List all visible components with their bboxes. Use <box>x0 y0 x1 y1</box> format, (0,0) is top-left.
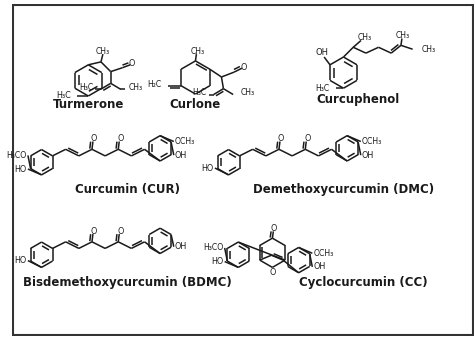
Text: O: O <box>117 227 123 236</box>
Text: OH: OH <box>313 262 326 271</box>
Text: CH₃: CH₃ <box>191 47 204 56</box>
Text: Curcuphenol: Curcuphenol <box>317 94 400 106</box>
Text: OCH₃: OCH₃ <box>313 249 334 258</box>
Text: Curcumin (CUR): Curcumin (CUR) <box>75 183 180 196</box>
Text: OH: OH <box>175 242 187 251</box>
Text: Turmerone: Turmerone <box>53 98 124 111</box>
Text: OH: OH <box>316 48 328 57</box>
Text: HO: HO <box>211 257 224 266</box>
Text: Demethoxycurcumin (DMC): Demethoxycurcumin (DMC) <box>253 183 434 196</box>
Text: O: O <box>117 134 123 143</box>
Text: CH₃: CH₃ <box>128 83 142 92</box>
Text: O: O <box>304 134 310 143</box>
Text: H₃CO: H₃CO <box>7 151 27 160</box>
Text: O: O <box>241 63 247 72</box>
Text: H₃C: H₃C <box>316 84 330 93</box>
Text: HO: HO <box>15 165 27 173</box>
Text: H₃C: H₃C <box>56 91 71 101</box>
Text: CH₃: CH₃ <box>241 88 255 97</box>
Text: OCH₃: OCH₃ <box>362 137 382 146</box>
Text: O: O <box>91 227 97 236</box>
Text: H₃C: H₃C <box>79 83 93 92</box>
Text: O: O <box>278 134 284 143</box>
Text: O: O <box>91 134 97 143</box>
Text: CH₃: CH₃ <box>396 31 410 40</box>
Text: H₃C: H₃C <box>192 88 206 97</box>
Text: O: O <box>129 59 135 68</box>
Text: O: O <box>270 224 276 233</box>
Text: OH: OH <box>362 151 374 160</box>
Text: Curlone: Curlone <box>170 98 221 111</box>
Text: H₂C: H₂C <box>147 80 162 89</box>
Text: Bisdemethoxycurcumin (BDMC): Bisdemethoxycurcumin (BDMC) <box>23 275 232 289</box>
Text: CH₃: CH₃ <box>96 47 110 56</box>
Text: HO: HO <box>15 256 27 265</box>
Text: H₃CO: H₃CO <box>203 243 224 252</box>
Text: OCH₃: OCH₃ <box>175 137 195 146</box>
Text: Cyclocurcumin (CC): Cyclocurcumin (CC) <box>299 275 427 289</box>
Text: CH₃: CH₃ <box>421 45 436 54</box>
Text: HO: HO <box>202 164 214 173</box>
Text: OH: OH <box>175 151 187 160</box>
Text: O: O <box>269 268 275 277</box>
Text: CH₃: CH₃ <box>358 33 372 42</box>
